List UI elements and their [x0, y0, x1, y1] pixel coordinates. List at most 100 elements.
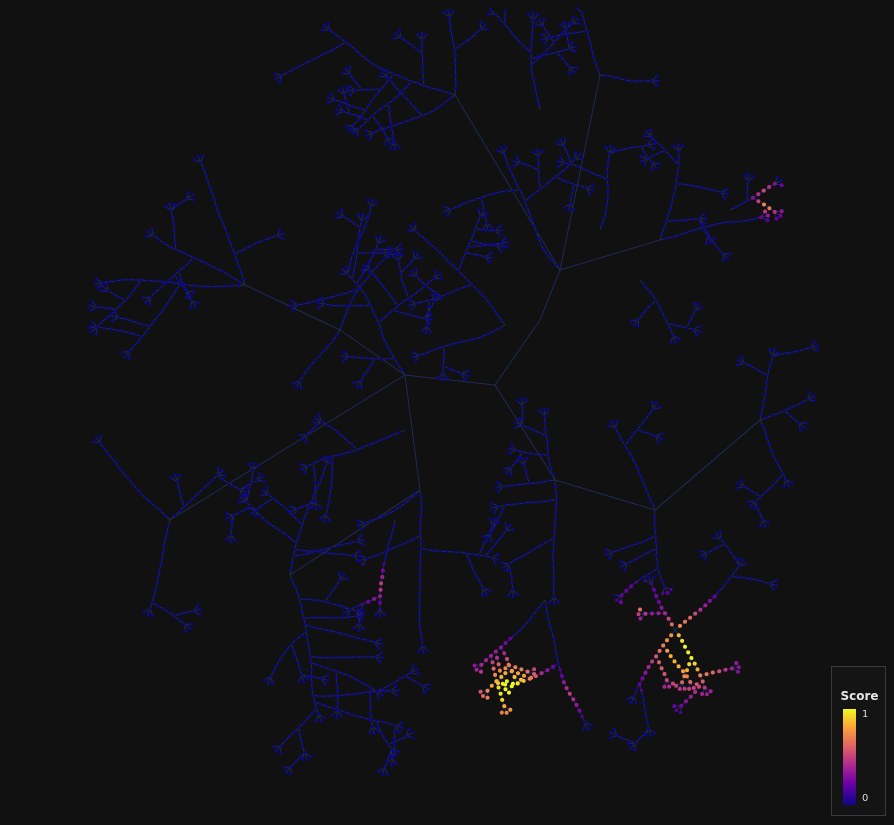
tree-node: [305, 757, 309, 761]
tree-node: [284, 533, 288, 537]
tree-node: [127, 356, 131, 360]
tree-node: [697, 302, 701, 306]
tree-node: [321, 656, 325, 660]
tree-node: [343, 67, 348, 71]
tree-node: [88, 326, 92, 330]
tree-node: [356, 118, 360, 122]
tree-node: [392, 750, 396, 754]
tree-node: [753, 217, 757, 221]
tree-node: [536, 155, 540, 159]
tree-node: [681, 669, 685, 674]
tree-node: [691, 686, 696, 690]
tree-node: [667, 684, 672, 689]
tree-node: [693, 611, 698, 616]
tree-node: [422, 690, 427, 694]
tree-node: [697, 217, 701, 221]
tree-node: [335, 630, 339, 635]
tree-node: [251, 468, 255, 472]
tree-node: [279, 744, 283, 748]
tree-node: [420, 31, 424, 35]
tree-node: [633, 145, 637, 149]
tree-node: [537, 18, 542, 22]
tree-node: [678, 324, 683, 328]
tree-node: [555, 655, 559, 659]
tree-node: [739, 202, 744, 206]
tree-node: [504, 158, 508, 162]
tree-node: [476, 221, 480, 225]
tree-node: [358, 52, 362, 56]
tree-node: [748, 364, 753, 368]
tree-node: [172, 222, 176, 226]
tree-node: [300, 757, 304, 761]
tree-node: [172, 281, 176, 285]
tree-node: [775, 175, 780, 179]
tree-node: [797, 421, 801, 425]
tree-node: [634, 701, 638, 705]
tree-node: [193, 305, 197, 309]
tree-node: [297, 679, 301, 683]
tree-node: [198, 284, 202, 288]
tree-node: [260, 503, 264, 507]
tree-node: [587, 36, 591, 40]
tree-node: [347, 218, 351, 222]
tree-node: [425, 648, 429, 653]
tree-node: [641, 430, 645, 434]
tree-node: [571, 15, 575, 19]
tree-node: [695, 227, 700, 231]
tree-node: [317, 459, 322, 463]
tree-node: [330, 454, 334, 458]
tree-node: [759, 215, 764, 220]
tree-node: [542, 53, 546, 57]
tree-node: [509, 473, 513, 477]
tree-node: [228, 539, 232, 544]
tree-node: [441, 89, 445, 93]
tree-node: [507, 663, 512, 668]
tree-node: [347, 634, 351, 638]
tree-node: [502, 22, 506, 26]
tree-node: [182, 622, 186, 626]
tree-node: [469, 239, 473, 243]
tree-node: [790, 350, 794, 354]
tree-node: [420, 64, 425, 68]
tree-node: [381, 251, 385, 255]
tree-node: [330, 467, 334, 471]
tree-node: [572, 31, 576, 35]
tree-node: [383, 142, 387, 146]
tree-node: [118, 467, 122, 471]
tree-node: [626, 697, 630, 701]
tree-node: [400, 278, 404, 282]
tree-node: [677, 162, 681, 167]
tree-node: [660, 437, 664, 441]
tree-node: [139, 492, 143, 496]
tree-node: [439, 296, 443, 301]
tree-node: [475, 240, 479, 245]
tree-node: [520, 450, 525, 454]
tree-node: [796, 349, 800, 353]
tree-node: [435, 293, 439, 297]
tree-node: [561, 31, 565, 35]
tree-node: [688, 615, 693, 620]
tree-node: [225, 516, 229, 520]
tree-node: [485, 27, 489, 31]
tree-node: [558, 668, 562, 672]
tree-node: [309, 363, 313, 367]
tree-node: [359, 219, 363, 223]
tree-node: [328, 629, 332, 633]
tree-node: [739, 478, 744, 482]
tree-node: [164, 304, 168, 308]
tree-node: [477, 553, 481, 557]
tree-node: [416, 649, 420, 654]
tree-node: [310, 498, 314, 503]
tree-node: [91, 320, 95, 324]
tree-node: [196, 154, 200, 159]
tree-node: [393, 724, 398, 728]
tree-node: [372, 731, 376, 736]
tree-node: [512, 176, 516, 180]
tree-node: [661, 591, 665, 596]
tree-node: [760, 370, 764, 374]
tree-node: [542, 248, 546, 252]
tree-node: [419, 631, 423, 635]
tree-node: [418, 579, 422, 583]
tree-node: [677, 233, 681, 237]
tree-node: [360, 88, 364, 92]
